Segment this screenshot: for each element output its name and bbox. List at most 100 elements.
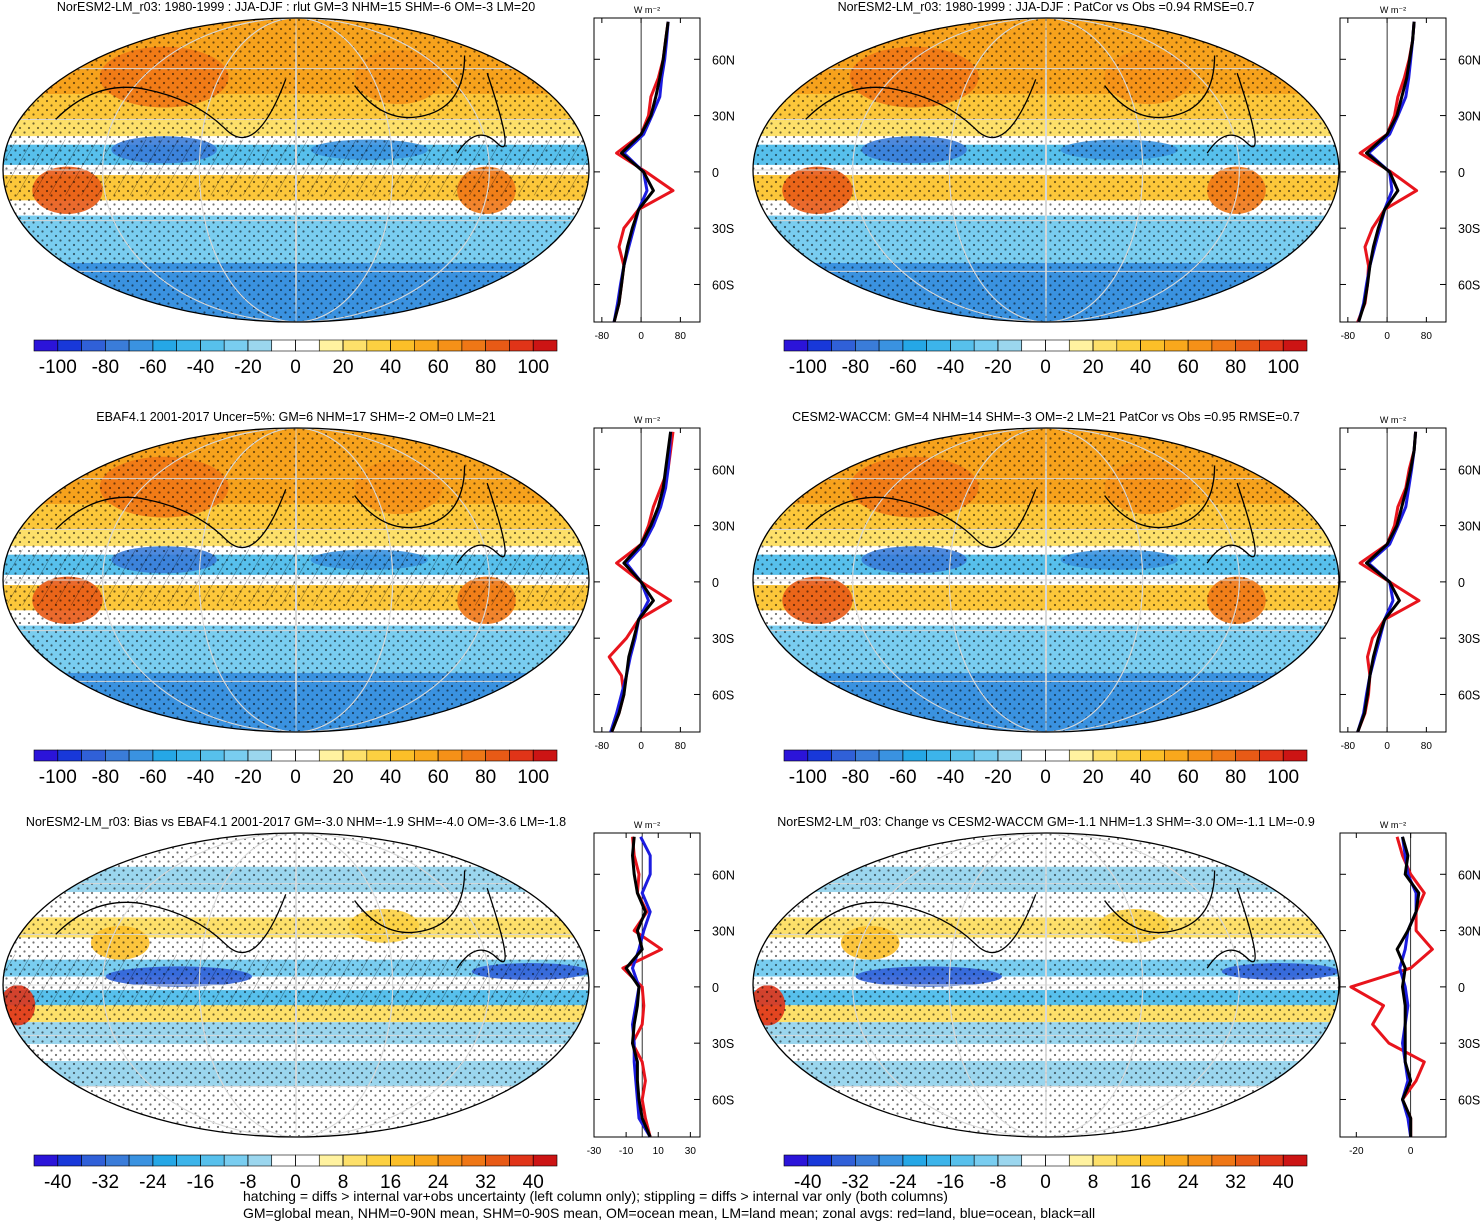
panel: EBAF4.1 2001-2017 Uncer=5%: GM=6 NHM=17 … [2, 410, 735, 788]
colorbar-box [271, 339, 296, 352]
colorbar-label: 100 [517, 357, 549, 378]
colorbar-box [318, 749, 344, 762]
colorbar-box [414, 1154, 439, 1167]
colorbar-box [461, 1154, 486, 1167]
colorbar-label: -32 [842, 1172, 869, 1193]
colorbar-box [1092, 1154, 1118, 1167]
zonal-units: W m⁻² [1380, 820, 1406, 830]
y-tick-label: 0 [1458, 166, 1465, 180]
panel-title: NorESM2-LM_r03: 1980-1999 : JJA-DJF : rl… [57, 0, 535, 14]
colorbar-box [1045, 749, 1070, 762]
colorbar-box [437, 339, 463, 352]
coastline [805, 870, 1256, 969]
colorbar-label: 40 [1130, 767, 1151, 788]
graticule [295, 18, 297, 322]
colorbar-label: 0 [290, 1172, 301, 1193]
footer-line: hatching = diffs > internal var+obs unce… [243, 1188, 948, 1204]
colorbar-label: 40 [523, 1172, 544, 1193]
colorbar-box [509, 749, 534, 762]
colorbar-box [105, 749, 130, 762]
colorbar-box [176, 339, 201, 352]
graticule [948, 18, 1144, 322]
colorbar-box [855, 1154, 880, 1167]
zonal-units: W m⁻² [634, 5, 660, 15]
colorbar-box [997, 339, 1023, 352]
colorbar-box [318, 1154, 344, 1167]
map-outline [2, 427, 590, 733]
colorbar-box [973, 1154, 999, 1167]
colorbar-box [973, 749, 999, 762]
colorbar-label: 8 [1088, 1172, 1099, 1193]
colorbar-box [342, 749, 368, 762]
colorbar-box [532, 1154, 558, 1167]
zonal-frame [1339, 832, 1447, 1138]
colorbar-box [485, 749, 510, 762]
colorbar-box [902, 749, 927, 762]
colorbar-box [247, 1154, 273, 1167]
colorbar-box [295, 339, 320, 352]
colorbar-box [176, 749, 201, 762]
colorbar-box [81, 749, 106, 762]
colorbar-box [57, 1154, 82, 1167]
graticule [198, 833, 394, 1137]
y-tick-label: 30S [1458, 1037, 1480, 1051]
colorbar-label: 16 [1130, 1172, 1151, 1193]
colorbar-label: 100 [517, 767, 549, 788]
colorbar-box [271, 749, 296, 762]
colorbar-label: -60 [889, 767, 916, 788]
colorbar-box [1211, 749, 1236, 762]
colorbar-box [295, 1154, 320, 1167]
x-tick-label: 0 [1384, 331, 1390, 342]
colorbar-box [1021, 339, 1046, 352]
colorbar-label: 60 [428, 357, 449, 378]
colorbar-label: -20 [234, 357, 261, 378]
colorbar-box [366, 339, 391, 352]
graticule [1045, 428, 1047, 732]
colorbar-box [223, 749, 249, 762]
colorbar-label: -100 [39, 767, 77, 788]
x-tick-label: 30 [685, 1146, 697, 1157]
zonal-frame [593, 427, 701, 733]
colorbar-box [1164, 1154, 1189, 1167]
colorbar-box [1259, 749, 1284, 762]
y-tick-label: 30N [1458, 925, 1481, 939]
y-tick-label: 0 [1458, 576, 1465, 590]
colorbar-label: -100 [789, 357, 827, 378]
zonal-line [612, 21, 670, 323]
y-tick-label: 60N [1458, 53, 1481, 67]
zonal-units: W m⁻² [1380, 5, 1406, 15]
colorbar-box [1045, 1154, 1070, 1167]
colorbar-box [950, 749, 975, 762]
zonal-frame [1339, 17, 1447, 323]
zonal-units: W m⁻² [634, 415, 660, 425]
colorbar-box [532, 749, 558, 762]
colorbar-box [105, 339, 130, 352]
colorbar-box [1211, 339, 1236, 352]
colorbar-box [1187, 749, 1213, 762]
graticule [852, 833, 1240, 1137]
graticule [102, 18, 490, 322]
map [753, 833, 1339, 1137]
y-tick-label: 30S [712, 632, 734, 646]
colorbar-box [152, 749, 177, 762]
y-tick-label: 60S [712, 688, 734, 702]
x-tick-label: 0 [638, 331, 644, 342]
colorbar-box [390, 749, 415, 762]
colorbar-label: 20 [332, 767, 353, 788]
colorbar-box [807, 339, 832, 352]
colorbar-label: -24 [889, 1172, 917, 1193]
colorbar-label: 80 [1225, 767, 1246, 788]
colorbar-box [81, 339, 106, 352]
graticule [198, 18, 394, 322]
colorbar-box [1282, 1154, 1308, 1167]
colorbar-label: 40 [1273, 1172, 1294, 1193]
colorbar-box [33, 339, 59, 352]
colorbar-label: -60 [139, 357, 166, 378]
colorbar-label: 80 [1225, 357, 1246, 378]
colorbar-box [105, 1154, 130, 1167]
colorbar-label: -100 [39, 357, 77, 378]
colorbar-box [831, 1154, 856, 1167]
colorbar-box [57, 339, 82, 352]
colorbar-label: -40 [937, 767, 964, 788]
colorbar-box [1235, 1154, 1260, 1167]
